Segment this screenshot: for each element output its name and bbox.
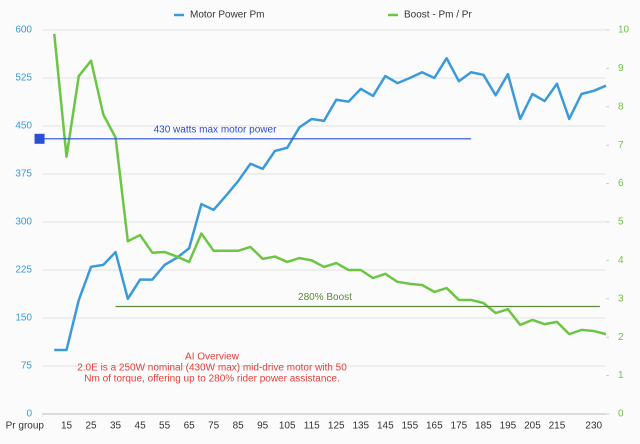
- x-tick-label: 45: [135, 421, 147, 432]
- x-tick-label: Pr group: [6, 421, 45, 432]
- y2-tick-label: 3: [618, 293, 624, 304]
- x-tick-label: 125: [328, 421, 345, 432]
- x-tick-label: 35: [110, 421, 122, 432]
- reference-label: 280% Boost: [298, 292, 352, 303]
- series-line: [54, 56, 607, 352]
- y-tick-label: 375: [15, 169, 32, 180]
- x-tick-label: 115: [304, 421, 320, 432]
- x-tick-label: 155: [401, 421, 418, 432]
- x-tick-label: 165: [426, 421, 443, 432]
- x-tick-label: 195: [500, 421, 517, 432]
- annotation: 2.0E is a 250W nominal (430W max) mid-dr…: [77, 363, 347, 374]
- y2-tick-label: 5: [618, 217, 624, 228]
- y-tick-label: 600: [15, 25, 32, 36]
- x-tick-label: 75: [208, 421, 220, 432]
- legend-label: Motor Power Pm: [190, 10, 264, 21]
- y-tick-label: 0: [26, 409, 32, 420]
- annotation: AI Overview: [185, 352, 240, 363]
- x-tick-label: 185: [475, 421, 492, 432]
- series-line: [53, 33, 607, 336]
- x-tick-label: 175: [451, 421, 468, 432]
- y2-tick-label: 0: [618, 409, 624, 420]
- y2-tick-label: 6: [618, 178, 624, 189]
- y-tick-label: 75: [21, 361, 33, 372]
- x-tick-label: 85: [233, 421, 245, 432]
- x-tick-label: 145: [377, 421, 394, 432]
- x-tick-label: 205: [524, 421, 541, 432]
- y2-tick-label: 8: [618, 101, 624, 112]
- y2-tick-label: 4: [618, 255, 624, 266]
- reference-label: 430 watts max motor power: [154, 124, 277, 135]
- legend-label: Boost - Pm / Pr: [404, 10, 472, 21]
- y2-tick-label: 10: [618, 25, 630, 36]
- y2-tick-label: 2: [618, 332, 624, 343]
- y-tick-label: 525: [15, 73, 32, 84]
- x-tick-label: 105: [279, 421, 296, 432]
- x-tick-label: 55: [159, 421, 171, 432]
- y-tick-label: 450: [15, 121, 32, 132]
- x-tick-label: 215: [549, 421, 566, 432]
- y2-tick-label: 9: [618, 63, 624, 74]
- y-tick-label: 150: [15, 313, 32, 324]
- x-tick-label: 65: [184, 421, 196, 432]
- y-tick-label: 300: [15, 217, 32, 228]
- x-tick-label: 230: [585, 421, 602, 432]
- y-tick-label: 225: [15, 265, 32, 276]
- x-tick-label: 135: [352, 421, 369, 432]
- y2-tick-label: 7: [618, 140, 624, 151]
- annotation: Nm of torque, offering up to 280% rider …: [84, 374, 340, 385]
- reference-marker: [34, 133, 45, 144]
- x-tick-label: 25: [85, 421, 97, 432]
- y2-tick-label: 1: [618, 370, 624, 381]
- x-tick-label: 15: [61, 421, 73, 432]
- x-tick-label: 95: [257, 421, 269, 432]
